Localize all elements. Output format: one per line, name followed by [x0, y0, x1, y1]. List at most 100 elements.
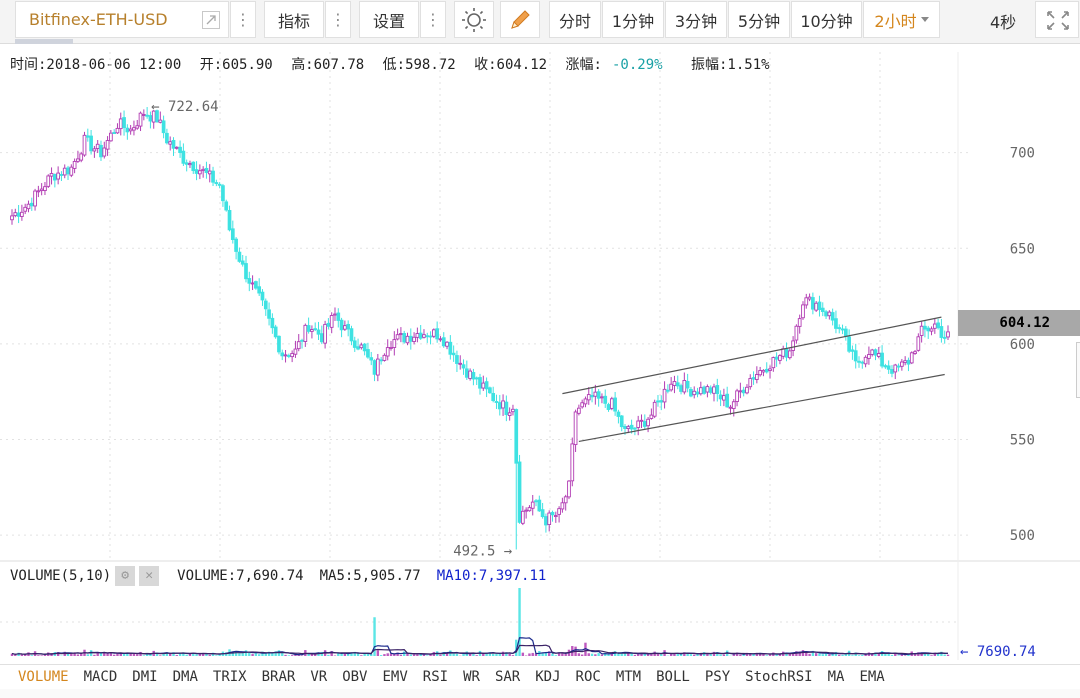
indicator-tab-wr[interactable]: WR [463, 668, 480, 685]
candle-body [171, 139, 176, 149]
indicator-tab-ema[interactable]: EMA [859, 668, 885, 685]
period-tab-10[interactable]: 10分钟 [791, 1, 862, 38]
candle-body [16, 212, 21, 217]
candle-body [158, 119, 163, 123]
volume-bar [238, 653, 241, 656]
volume-bar [267, 651, 271, 656]
indicator-tab-rsi[interactable]: RSI [422, 668, 449, 685]
gear-icon[interactable]: ⚙ [115, 566, 136, 586]
fullscreen-icon[interactable] [1035, 1, 1079, 38]
volume-bar [693, 654, 696, 656]
period-tab-5[interactable]: 5分钟 [728, 1, 790, 38]
candle-body [99, 144, 103, 158]
candle-body [600, 396, 604, 399]
period-tab-active[interactable]: 2小时 [863, 1, 940, 38]
candle-body [807, 296, 812, 300]
indicator-tab-dmi[interactable]: DMI [132, 668, 158, 685]
volume-bar [215, 655, 218, 656]
indicator-tab-trix[interactable]: TRIX [212, 668, 247, 685]
volume-bar [762, 653, 765, 656]
volume-bar [716, 652, 719, 656]
indicator-tab-ma[interactable]: MA [827, 668, 845, 685]
indicator-tab-stochrsi[interactable]: StochRSI [745, 668, 813, 685]
volume-bar [86, 654, 90, 656]
period-tab-1[interactable]: 1分钟 [602, 1, 664, 38]
indicator-tab-obv[interactable]: OBV [342, 668, 368, 685]
indicator-tab-vr[interactable]: VR [310, 668, 328, 685]
candle-body [544, 516, 548, 526]
volume-bar [498, 653, 501, 656]
volume-bar [897, 655, 900, 656]
indicator-tab-mtm[interactable]: MTM [615, 668, 642, 685]
volume-bar [422, 653, 426, 656]
y-tick-label: 700 [1010, 146, 1035, 162]
volume-bar [175, 655, 178, 656]
volume-bar [742, 654, 745, 656]
max-price-label: ← 722.64 [151, 99, 218, 115]
candle-body [432, 329, 436, 337]
period-tab-3[interactable]: 3分钟 [665, 1, 727, 38]
indicator-tab-macd[interactable]: MACD [83, 668, 118, 685]
refresh-interval[interactable]: 4秒 [990, 13, 1017, 32]
candle-body [316, 329, 321, 335]
candle-body [619, 415, 624, 428]
volume-bar [76, 654, 80, 656]
external-link-icon[interactable] [202, 11, 220, 29]
period-tab-0[interactable]: 分时 [549, 1, 601, 38]
volume-bar [274, 651, 277, 656]
settings-more-icon[interactable]: ⋮ [420, 1, 446, 38]
candle-body [563, 496, 568, 504]
candle-body [705, 386, 710, 393]
candle-body [132, 127, 136, 131]
volume-bar [920, 652, 923, 656]
candle-body [33, 190, 37, 207]
candle-body [586, 394, 591, 401]
volume-bar [192, 652, 195, 656]
info-change: 涨幅: -0.29% [566, 57, 673, 73]
candle-body [593, 391, 598, 397]
candle-body [244, 263, 248, 280]
indicator-tab-dma[interactable]: DMA [172, 668, 198, 685]
axis-scroll-handle[interactable] [1076, 342, 1080, 398]
indicator-tab-brar[interactable]: BRAR [261, 668, 296, 685]
indicator-tab-sar[interactable]: SAR [494, 668, 521, 685]
volume-bar [172, 652, 175, 656]
volume-ma-lines [11, 637, 949, 656]
candle-body [728, 406, 733, 409]
indicator-tab-volume[interactable]: VOLUME [18, 668, 69, 685]
info-high: 高:607.78 [291, 57, 365, 73]
volume-bar [554, 655, 558, 656]
theme-sun-icon[interactable] [454, 1, 494, 38]
volume-last-tag: ← 7690.74 [960, 644, 1036, 660]
candle-body [616, 411, 621, 417]
volume-bar [393, 653, 396, 656]
candle-body [402, 333, 407, 343]
candle-body [247, 278, 252, 284]
indicator-tab-boll[interactable]: BOLL [656, 668, 690, 685]
candle-body [408, 335, 413, 342]
indicator-tab-kdj[interactable]: KDJ [535, 668, 561, 685]
volume-bar [162, 652, 165, 656]
symbol-selector[interactable]: Bitfinex-ETH-USD [15, 1, 229, 38]
candle-body [201, 168, 206, 172]
settings-button[interactable]: 设置 [359, 1, 419, 38]
channel-line [562, 316, 942, 395]
candle-body [919, 325, 924, 336]
indicator-tab-roc[interactable]: ROC [575, 668, 601, 685]
volume-bar [472, 654, 475, 656]
volume-bar [604, 652, 607, 656]
close-icon[interactable]: ✕ [139, 566, 160, 586]
candle-body [666, 389, 670, 392]
draw-pencil-icon[interactable] [500, 1, 540, 38]
indicator-tab-psy[interactable]: PSY [704, 668, 731, 685]
indicator-tab-emv[interactable]: EMV [382, 668, 408, 685]
indicators-more-icon[interactable]: ⋮ [325, 1, 351, 38]
candle-body [488, 387, 492, 394]
volume-bar [854, 652, 857, 656]
volume-bar [142, 655, 146, 656]
candle-body [682, 380, 687, 393]
symbol-more-icon[interactable]: ⋮ [230, 1, 256, 38]
indicators-button[interactable]: 指标 [264, 1, 324, 38]
volume-bar [838, 654, 841, 656]
